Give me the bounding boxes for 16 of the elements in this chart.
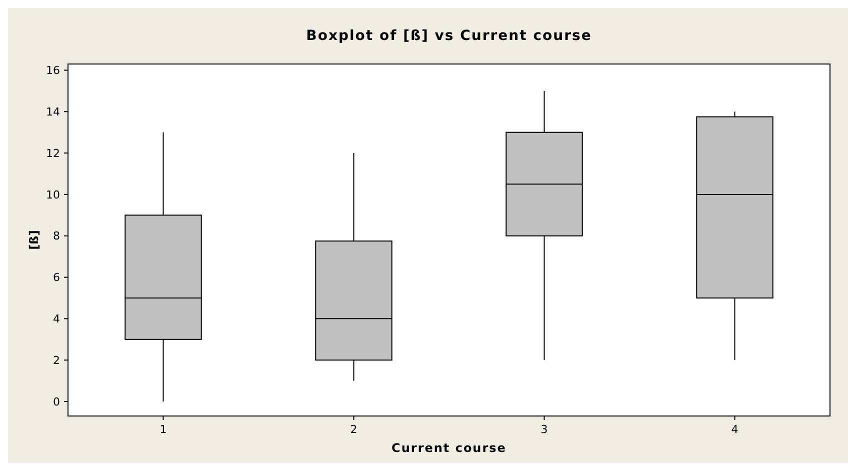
x-tick-label: 2 — [350, 423, 358, 436]
y-tick-label: 8 — [53, 230, 60, 243]
x-axis-title: Current course — [392, 441, 506, 455]
y-tick-label: 2 — [53, 354, 60, 367]
y-tick-label: 6 — [53, 271, 60, 284]
y-tick-label: 14 — [46, 105, 60, 118]
chart-title: Boxplot of [ß] vs Current course — [306, 28, 592, 44]
x-tick-label: 4 — [731, 423, 738, 436]
y-tick-label: 10 — [46, 188, 60, 202]
x-tick-label: 3 — [540, 423, 548, 436]
y-tick-label: 4 — [53, 312, 60, 326]
y-tick-label: 0 — [53, 395, 60, 408]
y-tick-label: 12 — [46, 146, 60, 160]
y-axis-title: [ß] — [27, 230, 41, 250]
x-tick-label: 1 — [160, 423, 167, 436]
y-tick-label: 16 — [46, 64, 60, 78]
